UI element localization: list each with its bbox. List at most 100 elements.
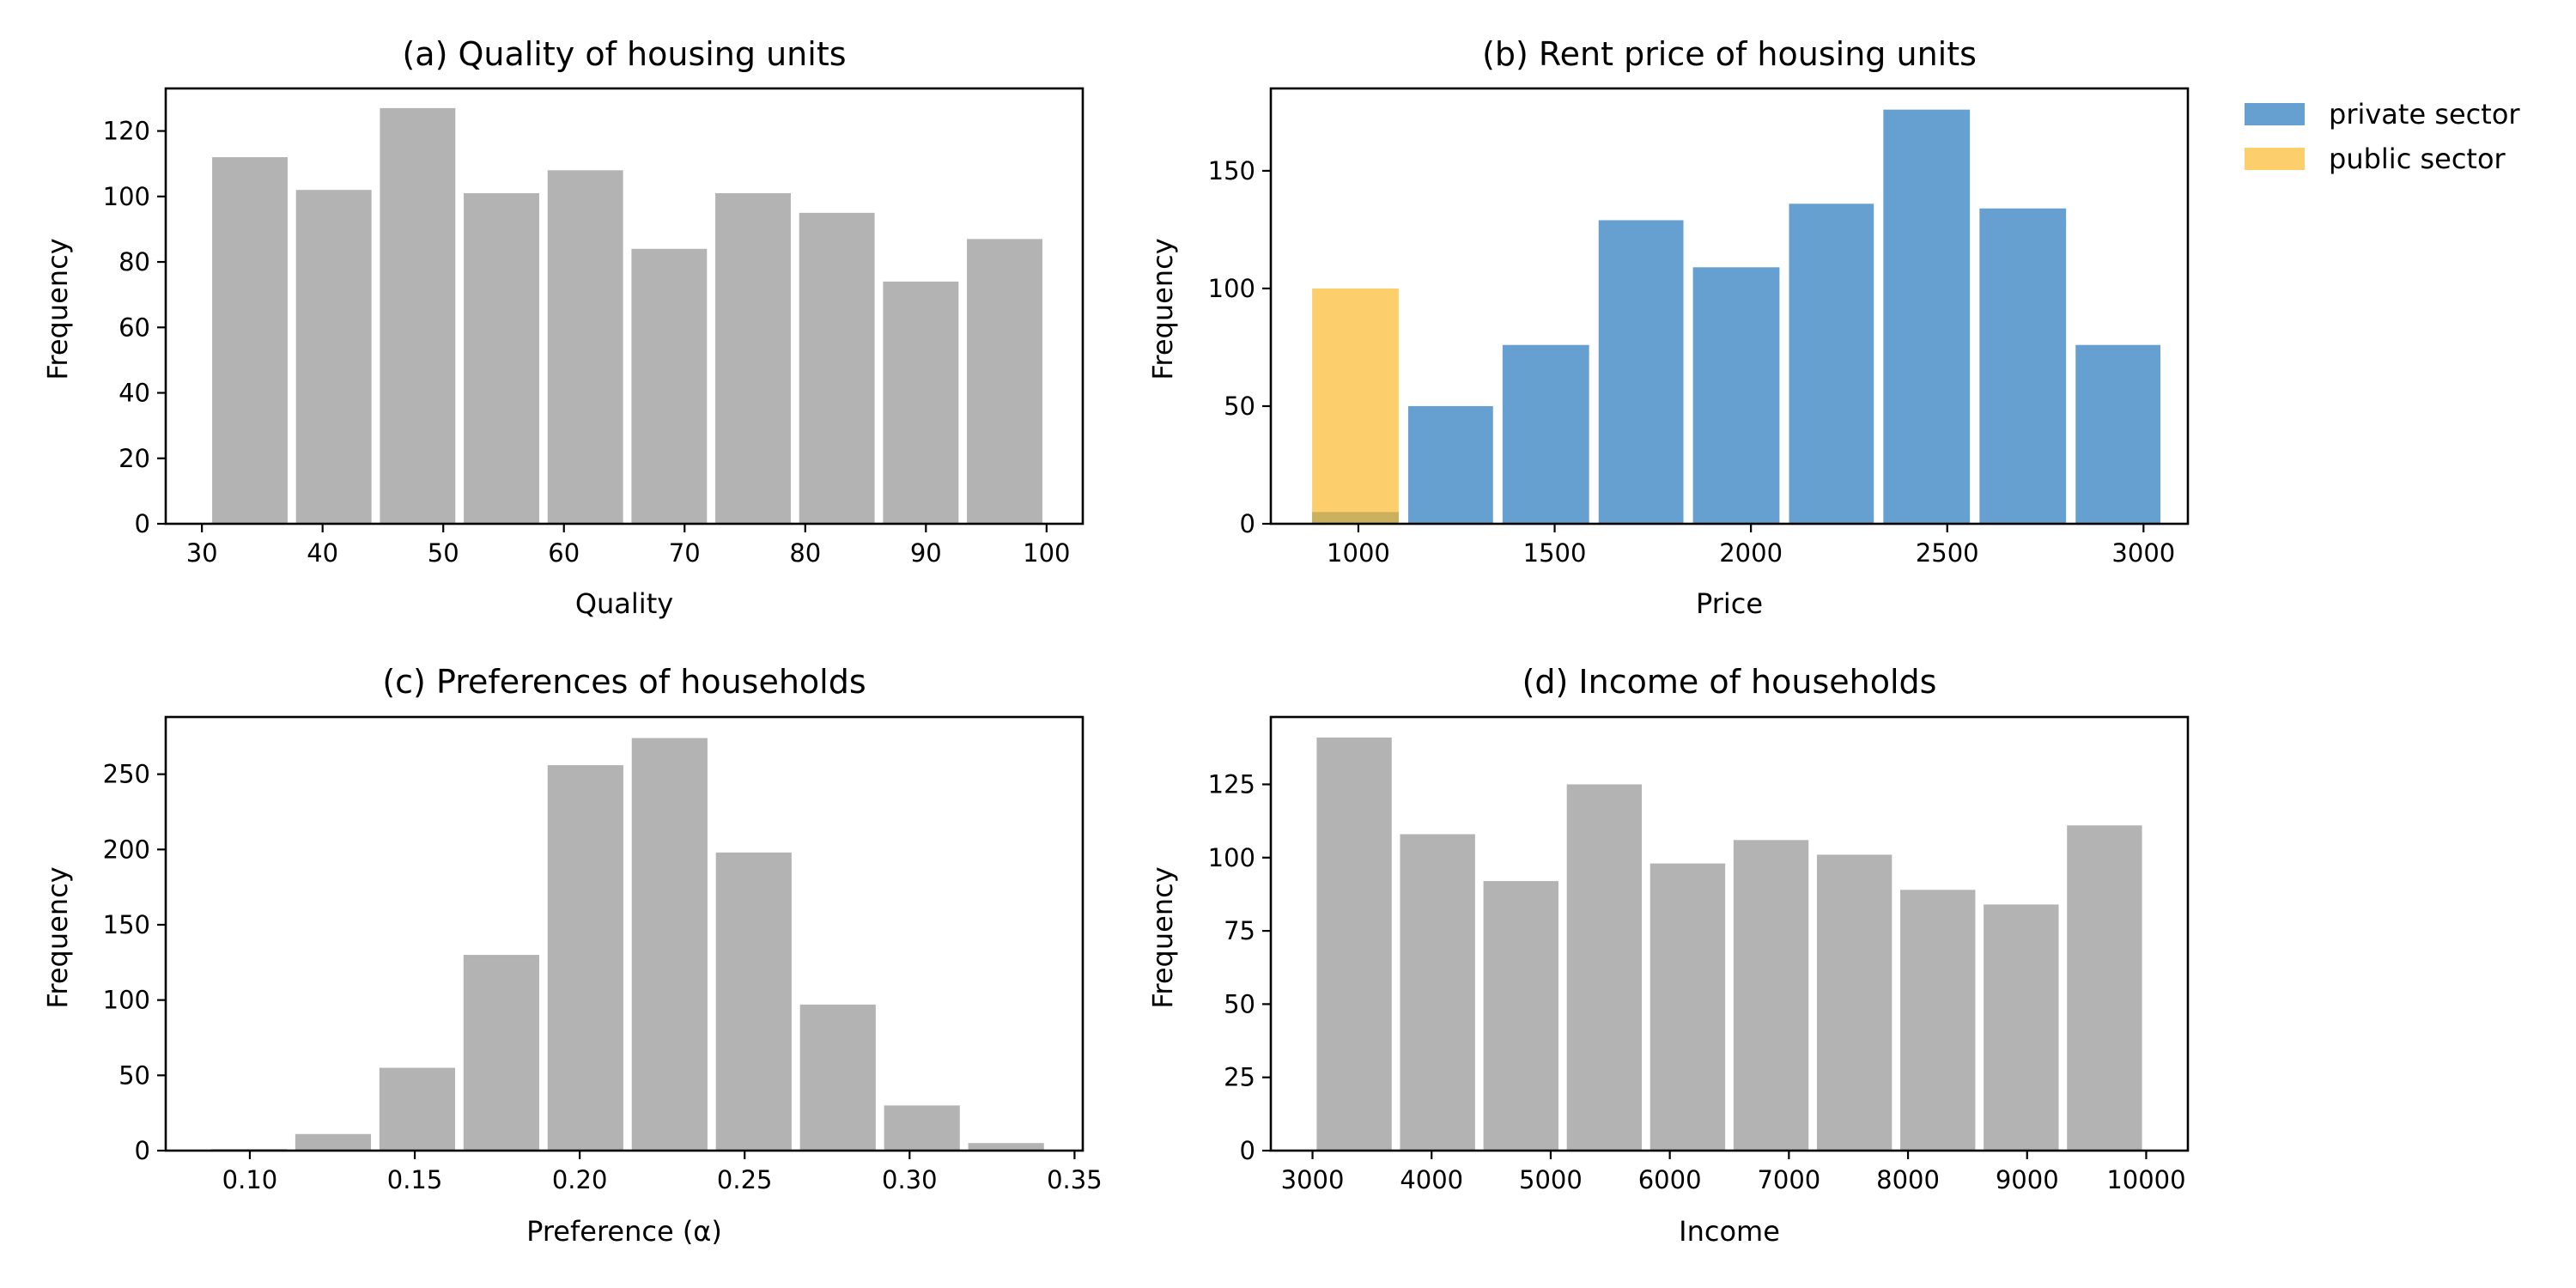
y-tick-label: 40 xyxy=(118,379,150,408)
legend-label-public-sector: public sector xyxy=(2329,143,2506,175)
panel-rent-price-histogram: (b) Rent price of housing units Price Fr… xyxy=(1146,35,2190,620)
panel-preferences-histogram: (c) Preferences of households Preference… xyxy=(41,663,1103,1248)
y-axis-label: Frequency xyxy=(1146,238,1179,380)
bar xyxy=(1312,288,1399,524)
legend-swatch-public-sector xyxy=(2245,148,2305,170)
x-tick-label: 0.30 xyxy=(882,1165,938,1194)
x-tick-label: 9000 xyxy=(1996,1165,2059,1194)
bar xyxy=(1692,267,1780,524)
y-tick-label: 200 xyxy=(103,835,150,864)
bar xyxy=(463,955,539,1151)
x-tick-label: 2500 xyxy=(1916,538,1979,568)
bar xyxy=(380,107,456,524)
x-tick-label: 4000 xyxy=(1400,1165,1463,1194)
y-tick-label: 50 xyxy=(118,1060,150,1090)
bar xyxy=(1502,344,1589,524)
bar xyxy=(631,248,708,524)
x-tick-label: 50 xyxy=(428,538,459,568)
panel-quality-histogram: (a) Quality of housing units Quality Fre… xyxy=(41,35,1084,620)
y-axis-label: Frequency xyxy=(1146,866,1179,1008)
bar xyxy=(547,765,623,1151)
x-tick-label: 10000 xyxy=(2106,1165,2185,1194)
x-tick-label: 6000 xyxy=(1638,1165,1702,1194)
bar xyxy=(212,157,288,525)
bar xyxy=(1649,863,1726,1151)
bar xyxy=(1400,834,1475,1151)
bar xyxy=(1883,109,1971,525)
bar xyxy=(1984,904,2059,1151)
x-tick-label: 40 xyxy=(307,538,338,568)
bar xyxy=(1566,784,1643,1151)
panel-income-histogram: (d) Income of households Income Frequenc… xyxy=(1146,663,2190,1248)
axes-frame xyxy=(164,87,1084,526)
x-tick-label: 30 xyxy=(186,538,218,568)
y-tick-label: 50 xyxy=(1224,989,1255,1018)
panel-title: (c) Preferences of households xyxy=(382,663,866,701)
y-tick-label: 0 xyxy=(135,509,150,538)
x-tick-label: 90 xyxy=(910,538,942,568)
y-tick-label: 20 xyxy=(118,444,150,473)
x-axis-label: Price xyxy=(1696,587,1763,620)
x-tick-label: 0.25 xyxy=(717,1165,773,1194)
bar xyxy=(884,1105,960,1151)
bars xyxy=(212,107,1042,525)
panel-title: (d) Income of households xyxy=(1522,663,1937,701)
bars xyxy=(1312,109,2160,525)
panel-title: (a) Quality of housing units xyxy=(402,35,846,73)
x-tick-label: 0.35 xyxy=(1047,1165,1103,1194)
bar xyxy=(1408,405,1493,524)
x-tick-label: 5000 xyxy=(1519,1165,1583,1194)
bar xyxy=(715,192,791,524)
panel-title: (b) Rent price of housing units xyxy=(1482,35,1977,73)
x-tick-label: 7000 xyxy=(1757,1165,1820,1194)
bar xyxy=(1598,220,1684,524)
bar xyxy=(1900,890,1976,1151)
y-tick-label: 250 xyxy=(103,760,150,789)
bar xyxy=(883,281,959,524)
y-tick-label: 0 xyxy=(135,1136,150,1165)
bar xyxy=(715,852,792,1151)
y-tick-label: 75 xyxy=(1224,916,1255,945)
bar xyxy=(1979,208,2067,524)
bar xyxy=(1733,840,1809,1151)
x-tick-label: 8000 xyxy=(1876,1165,1940,1194)
bars xyxy=(1316,737,2142,1151)
legend-label-private-sector: private sector xyxy=(2329,98,2520,131)
x-tick-label: 100 xyxy=(1023,538,1070,568)
x-tick-label: 3000 xyxy=(1281,1165,1345,1194)
axes-frame xyxy=(1269,715,2190,1152)
y-tick-label: 0 xyxy=(1240,1136,1255,1165)
bar xyxy=(295,190,372,525)
y-tick-label: 100 xyxy=(1208,274,1255,303)
bar xyxy=(2067,825,2142,1151)
axes-frame xyxy=(1269,87,2190,526)
y-tick-label: 50 xyxy=(1224,392,1255,421)
y-tick-label: 125 xyxy=(1208,769,1255,799)
y-tick-label: 120 xyxy=(103,117,150,146)
x-tick-label: 3000 xyxy=(2111,538,2175,568)
bar xyxy=(1483,881,1558,1151)
y-tick-label: 100 xyxy=(103,986,150,1015)
bar xyxy=(464,192,539,524)
x-tick-label: 0.20 xyxy=(552,1165,608,1194)
x-axis-label: Income xyxy=(1679,1215,1780,1248)
bar xyxy=(799,212,875,524)
bar xyxy=(379,1067,456,1151)
bar xyxy=(1789,204,1874,524)
legend-swatch-private-sector xyxy=(2245,103,2305,125)
y-axis-label: Frequency xyxy=(41,866,74,1008)
y-tick-label: 25 xyxy=(1224,1063,1255,1092)
x-tick-label: 0.15 xyxy=(387,1165,443,1194)
bar xyxy=(547,170,623,524)
x-tick-label: 80 xyxy=(789,538,821,568)
x-tick-label: 2000 xyxy=(1719,538,1783,568)
y-tick-label: 100 xyxy=(103,182,150,211)
y-tick-label: 80 xyxy=(118,247,150,276)
x-axis-label: Quality xyxy=(575,587,673,620)
x-axis-label: Preference (α) xyxy=(526,1215,722,1248)
x-tick-label: 1000 xyxy=(1327,538,1390,568)
bar xyxy=(631,738,708,1151)
bar xyxy=(799,1004,876,1151)
bar xyxy=(967,239,1042,524)
